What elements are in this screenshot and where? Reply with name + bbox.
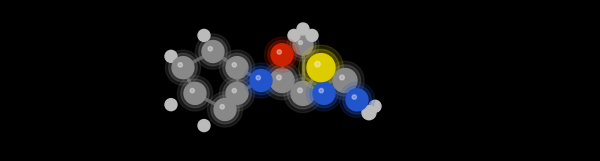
- Ellipse shape: [329, 65, 361, 96]
- Ellipse shape: [178, 63, 182, 67]
- Ellipse shape: [169, 53, 197, 82]
- Ellipse shape: [198, 120, 210, 132]
- Ellipse shape: [166, 50, 200, 85]
- Ellipse shape: [181, 79, 209, 108]
- Ellipse shape: [310, 79, 338, 108]
- Ellipse shape: [190, 88, 194, 93]
- Ellipse shape: [284, 74, 322, 113]
- Ellipse shape: [220, 76, 254, 111]
- Ellipse shape: [352, 95, 356, 99]
- Ellipse shape: [270, 68, 294, 93]
- Ellipse shape: [290, 32, 316, 58]
- Ellipse shape: [165, 50, 177, 62]
- Ellipse shape: [226, 82, 248, 104]
- Ellipse shape: [319, 88, 323, 93]
- Ellipse shape: [250, 70, 272, 91]
- Ellipse shape: [211, 95, 239, 124]
- Ellipse shape: [299, 41, 302, 45]
- Ellipse shape: [226, 57, 248, 79]
- Ellipse shape: [268, 40, 296, 69]
- Ellipse shape: [307, 54, 335, 82]
- Ellipse shape: [362, 106, 376, 120]
- Ellipse shape: [232, 88, 236, 93]
- Ellipse shape: [165, 99, 177, 111]
- Ellipse shape: [306, 29, 318, 41]
- Ellipse shape: [307, 76, 341, 111]
- Ellipse shape: [346, 89, 368, 111]
- Ellipse shape: [232, 63, 236, 67]
- Ellipse shape: [277, 50, 281, 54]
- Ellipse shape: [288, 29, 300, 41]
- Ellipse shape: [287, 29, 319, 61]
- Ellipse shape: [297, 23, 309, 35]
- Ellipse shape: [223, 79, 251, 108]
- Ellipse shape: [340, 82, 374, 117]
- Ellipse shape: [343, 85, 371, 114]
- Ellipse shape: [178, 76, 212, 111]
- Ellipse shape: [263, 61, 301, 100]
- Ellipse shape: [265, 37, 299, 72]
- Ellipse shape: [340, 75, 344, 80]
- Ellipse shape: [208, 92, 242, 127]
- Ellipse shape: [314, 61, 320, 67]
- Ellipse shape: [277, 75, 281, 80]
- Ellipse shape: [202, 41, 224, 62]
- Ellipse shape: [223, 53, 251, 82]
- Ellipse shape: [199, 37, 227, 66]
- Ellipse shape: [266, 65, 298, 96]
- Ellipse shape: [313, 82, 335, 104]
- Ellipse shape: [303, 49, 339, 86]
- Ellipse shape: [184, 82, 206, 104]
- Ellipse shape: [287, 78, 319, 109]
- Ellipse shape: [293, 35, 313, 55]
- Ellipse shape: [220, 104, 224, 109]
- Ellipse shape: [256, 76, 260, 80]
- Ellipse shape: [298, 88, 302, 93]
- Ellipse shape: [198, 29, 210, 41]
- Ellipse shape: [247, 66, 275, 95]
- Ellipse shape: [196, 34, 230, 69]
- Ellipse shape: [299, 45, 343, 90]
- Ellipse shape: [220, 50, 254, 85]
- Ellipse shape: [244, 63, 278, 98]
- Ellipse shape: [172, 57, 194, 79]
- Ellipse shape: [271, 44, 293, 66]
- Ellipse shape: [369, 100, 381, 112]
- Ellipse shape: [208, 47, 212, 51]
- Ellipse shape: [214, 99, 236, 120]
- Ellipse shape: [291, 81, 315, 105]
- Ellipse shape: [333, 68, 357, 93]
- Ellipse shape: [326, 61, 364, 100]
